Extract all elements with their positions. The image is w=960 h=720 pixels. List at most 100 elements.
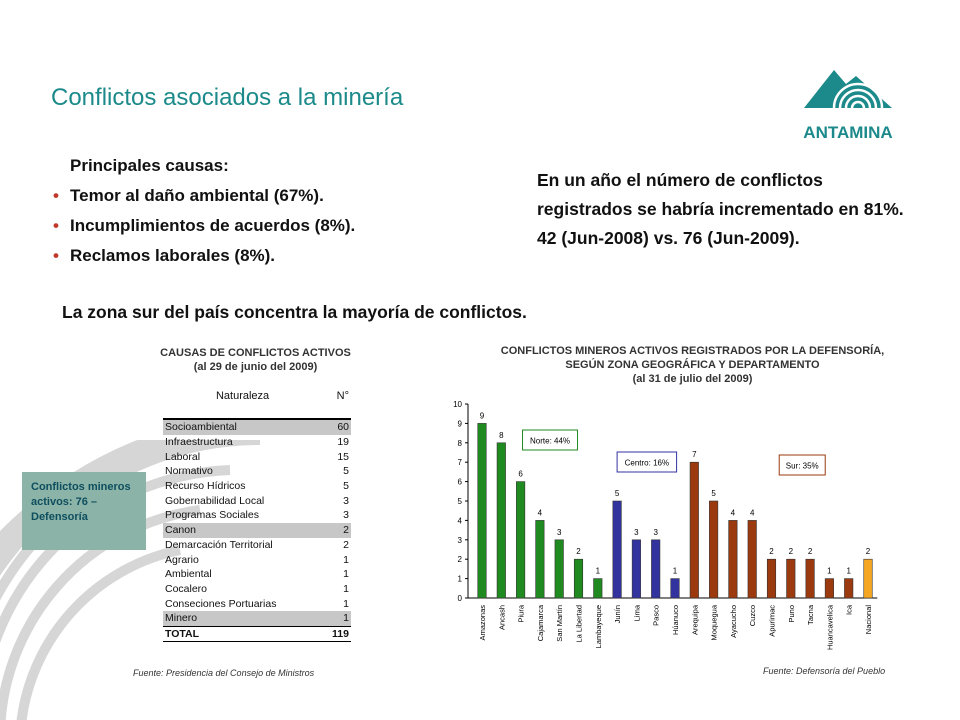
row-value: 60 — [322, 419, 351, 435]
y-tick-label: 2 — [458, 555, 463, 564]
row-label: Cocalero — [165, 582, 208, 595]
row-value: 15 — [337, 450, 349, 463]
bar-value-label: 2 — [789, 547, 794, 556]
bar — [786, 558, 796, 599]
row-value: 1 — [343, 553, 349, 566]
row-value: 5 — [343, 465, 349, 478]
bar-value-label: 2 — [576, 547, 581, 556]
x-tick-label: Húanuco — [671, 605, 680, 635]
row-label: Canon — [163, 522, 323, 538]
bar — [516, 481, 526, 599]
bar-value-label: 3 — [634, 528, 639, 537]
cause-bullet: • Reclamos laborales (8%). — [53, 246, 276, 265]
x-tick-label: Junín — [613, 605, 622, 623]
header-count: N° — [336, 390, 349, 402]
logo-text: ANTAMINA — [803, 123, 892, 142]
table-row: Agrario 1 — [163, 552, 351, 567]
x-tick-label: Pasco — [652, 605, 661, 626]
row-value: 2 — [322, 522, 351, 538]
x-tick-label: Lambayeque — [594, 605, 603, 648]
zone-label: Sur: 35% — [786, 462, 819, 471]
bar-value-label: 2 — [769, 547, 774, 556]
bar — [824, 578, 834, 599]
row-value: 2 — [343, 538, 349, 551]
x-tick-label: Puno — [787, 605, 796, 623]
chart-title-line: CONFLICTOS MINEROS ACTIVOS REGISTRADOS P… — [500, 345, 885, 357]
table-row: Socioambiental 60 — [163, 419, 351, 435]
table-row: Minero 1 — [163, 610, 351, 627]
table-title-line: CAUSAS DE CONFLICTOS ACTIVOS — [160, 347, 351, 359]
zone-label: Centro: 16% — [625, 459, 669, 468]
header-naturaleza: Naturaleza — [215, 390, 270, 402]
chart-source: Fuente: Defensoría del Pueblo — [763, 666, 886, 676]
bar-value-label: 5 — [711, 489, 716, 498]
x-tick-label: Apurimac — [768, 605, 777, 637]
bar — [612, 500, 622, 599]
bar — [554, 539, 564, 599]
conflicts-bar-chart: 0 1 2 3 4 5 6 7 8 9 10 9 Amazonas 8 Ancash 6 Piura 4 Cajam… — [453, 400, 878, 650]
row-label: Infraestructura — [165, 436, 233, 449]
bar — [573, 558, 584, 599]
row-value: 3 — [343, 509, 349, 522]
bullet-icon: • — [53, 186, 59, 205]
bar-value-label: 8 — [499, 431, 504, 440]
bar-value-label: 1 — [846, 567, 851, 576]
bar-value-label: 4 — [731, 508, 736, 517]
row-value: 1 — [343, 597, 349, 610]
x-tick-label: Ayacucho — [729, 605, 738, 638]
bullet-icon: • — [53, 216, 59, 235]
bar-value-label: 1 — [827, 567, 832, 576]
row-label: Normativo — [165, 465, 213, 478]
bar-value-label: 9 — [480, 411, 485, 420]
bar-value-label: 3 — [653, 528, 658, 537]
x-tick-label: Lima — [632, 604, 641, 621]
y-tick-label: 5 — [458, 497, 463, 506]
chart-title-line: SEGÚN ZONA GEOGRÁFICA Y DEPARTAMENTO — [565, 359, 820, 371]
bar-value-label: 4 — [750, 508, 755, 517]
defensoria-callout: Conflictos mineros activos: 76 – Defenso… — [22, 472, 146, 550]
y-tick-label: 0 — [458, 594, 463, 603]
x-tick-label: Cuzco — [748, 605, 757, 626]
bar — [496, 442, 506, 599]
table-row: Gobernabilidad Local 3 — [163, 493, 351, 508]
row-value: 1 — [343, 568, 349, 581]
bar — [593, 578, 603, 599]
bar — [728, 520, 738, 599]
bar — [651, 539, 661, 599]
bar — [631, 539, 641, 599]
x-tick-label: Arequipa — [690, 604, 699, 635]
table-row: Cocalero 1 — [163, 582, 351, 597]
x-tick-label: Amazonas — [478, 605, 487, 641]
bar — [844, 578, 854, 599]
table-row: Laboral 15 — [163, 449, 351, 464]
row-label: Ambiental — [165, 568, 212, 581]
row-label: Minero — [163, 610, 323, 627]
south-zone-statement: La zona sur del país concentra la mayorí… — [62, 302, 527, 322]
bar-value-label: 2 — [808, 547, 813, 556]
bullet-icon: • — [53, 246, 59, 265]
x-tick-label: Ica — [845, 604, 854, 615]
bar — [766, 558, 777, 599]
table-row: Recurso Hídricos 5 — [163, 479, 351, 494]
y-tick-label: 6 — [458, 478, 463, 487]
increase-statement: En un año el número de conflictos regist… — [537, 170, 904, 248]
y-tick-label: 4 — [458, 516, 463, 525]
row-label: Agrario — [165, 553, 199, 566]
x-tick-label: Moquegua — [710, 604, 719, 640]
bar — [670, 578, 680, 599]
y-tick-label: 10 — [453, 400, 462, 409]
zone-label-box — [616, 451, 678, 473]
chart-title: CONFLICTOS MINEROS ACTIVOS REGISTRADOS P… — [440, 344, 945, 386]
bar — [689, 461, 699, 599]
slide-title: Conflictos asociados a la minería — [51, 84, 404, 111]
row-label: Socioambiental — [163, 419, 323, 435]
bar-value-label: 1 — [596, 567, 601, 576]
row-value: 19 — [337, 436, 349, 449]
x-tick-label: Huancavelica — [825, 604, 834, 650]
table-row: Conseciones Portuarias 1 — [163, 596, 351, 611]
bar — [747, 520, 757, 599]
row-label: Laboral — [165, 450, 201, 463]
x-tick-label: Ancash — [497, 605, 506, 630]
bar-value-label: 4 — [538, 508, 543, 517]
x-tick-label: Tacna — [806, 604, 815, 625]
